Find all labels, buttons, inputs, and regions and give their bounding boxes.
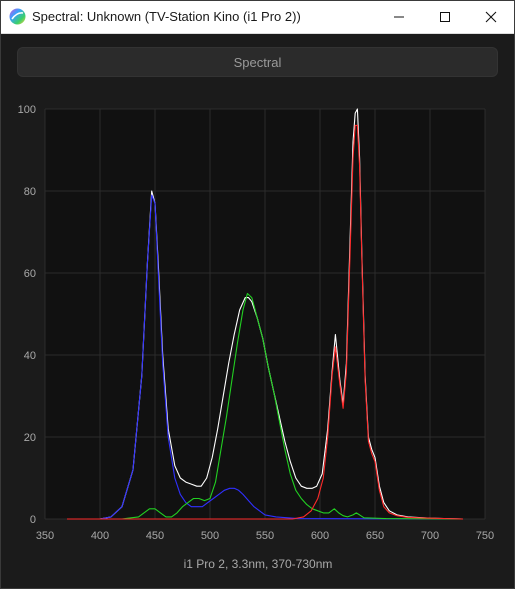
y-tick-label: 60 bbox=[24, 268, 36, 280]
series-line-green bbox=[67, 292, 464, 520]
maximize-button[interactable] bbox=[422, 1, 468, 33]
x-tick-label: 750 bbox=[476, 530, 494, 542]
x-axis-label: i1 Pro 2, 3.3nm, 370-730nm bbox=[184, 557, 333, 571]
x-tick-label: 400 bbox=[91, 530, 109, 542]
y-tick-label: 80 bbox=[24, 186, 36, 198]
y-tick-label: 20 bbox=[24, 432, 36, 444]
close-icon bbox=[485, 11, 497, 23]
title-bar[interactable]: Spectral: Unknown (TV-Station Kino (i1 P… bbox=[1, 1, 514, 34]
x-tick-label: 450 bbox=[146, 530, 164, 542]
x-tick-label: 550 bbox=[256, 530, 274, 542]
x-tick-label: 600 bbox=[311, 530, 329, 542]
series-line-blue bbox=[67, 194, 464, 520]
x-tick-label: 500 bbox=[201, 530, 219, 542]
y-tick-label: 0 bbox=[30, 514, 36, 526]
x-tick-label: 700 bbox=[421, 530, 439, 542]
maximize-icon bbox=[440, 12, 450, 22]
spectral-chart: 0 20 40 60 80 100 350 400 450 500 550 600 650 700 750… bbox=[18, 104, 495, 571]
y-tick-label: 40 bbox=[24, 350, 36, 362]
app-logo-icon bbox=[9, 8, 26, 25]
series-line-red bbox=[67, 124, 464, 520]
minimize-icon bbox=[394, 16, 404, 18]
window-title: Spectral: Unknown (TV-Station Kino (i1 P… bbox=[32, 9, 301, 24]
y-tick-label: 100 bbox=[18, 104, 36, 116]
close-button[interactable] bbox=[468, 1, 514, 33]
x-tick-label: 650 bbox=[366, 530, 384, 542]
x-tick-label: 350 bbox=[36, 530, 54, 542]
minimize-button[interactable] bbox=[376, 1, 422, 33]
spectral-mode-button[interactable]: Spectral bbox=[17, 47, 498, 77]
